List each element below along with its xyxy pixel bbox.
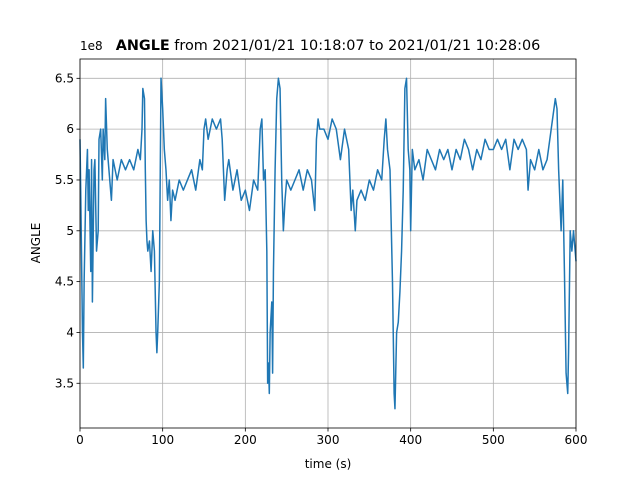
data-line bbox=[79, 77, 577, 410]
x-tick-label: 300 bbox=[317, 433, 340, 447]
y-axis-label: ANGLE bbox=[29, 223, 43, 264]
x-axis-label: time (s) bbox=[305, 457, 352, 471]
x-tick-label: 0 bbox=[76, 433, 84, 447]
plot-frame bbox=[79, 58, 577, 429]
title-rest: from 2021/01/21 10:18:07 to 2021/01/21 1… bbox=[174, 38, 540, 54]
x-tick-label: 500 bbox=[482, 433, 505, 447]
x-tick-label: 200 bbox=[234, 433, 257, 447]
y-tick-label: 3.5 bbox=[55, 376, 74, 390]
y-tick-label: 4 bbox=[66, 325, 74, 339]
y-tick-label: 6.5 bbox=[55, 71, 74, 85]
y-offset-label: 1e8 bbox=[80, 39, 103, 53]
chart-title: ANGLE from 2021/01/21 10:18:07 to 2021/0… bbox=[116, 38, 541, 54]
y-tick-label: 5.5 bbox=[55, 173, 74, 187]
y-tick-label: 5 bbox=[66, 224, 74, 238]
y-tick-label: 4.5 bbox=[55, 275, 74, 289]
x-tick-label: 600 bbox=[565, 433, 588, 447]
x-tick-label: 400 bbox=[399, 433, 422, 447]
title-bold: ANGLE bbox=[116, 38, 170, 54]
x-tick-label: 100 bbox=[151, 433, 174, 447]
y-tick-label: 6 bbox=[66, 122, 74, 136]
